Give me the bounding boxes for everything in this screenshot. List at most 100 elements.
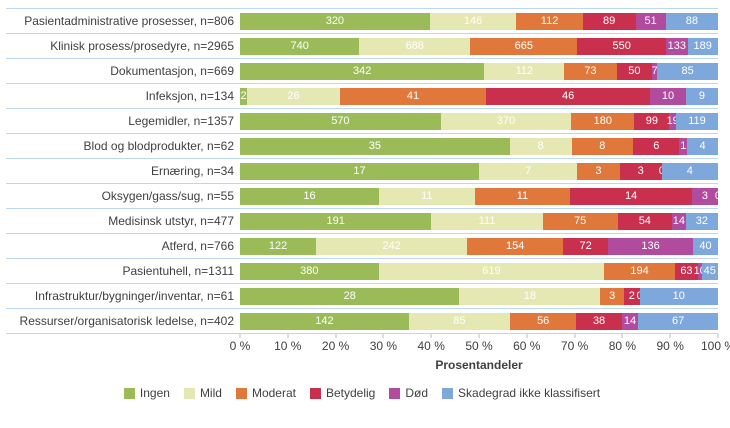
segment-value: 133: [667, 40, 686, 52]
bar-segment-ingen: 28: [240, 287, 460, 305]
legend-swatch-icon: [183, 387, 195, 399]
segment-value: 122: [268, 240, 288, 252]
x-tick-label: 30 %: [369, 339, 398, 353]
segment-value: 320: [325, 15, 345, 27]
segment-value: 28: [343, 290, 356, 302]
chart-row: Infeksjon, n=134 2 26 41 46 10 9: [6, 84, 718, 109]
bar-segment-ingen: 2: [240, 87, 248, 105]
bar-segment-skadegrad-ikke-klassifisert: 40: [693, 237, 718, 255]
x-tickmark: [335, 334, 337, 338]
x-axis-ticks: 0 % 10 % 20 % 30 % 40 % 50 % 60 % 70 % 80 % 90 % 1…: [230, 334, 730, 354]
segment-value: 154: [505, 240, 525, 252]
segment-value: 16: [303, 190, 316, 202]
segment-value: 89: [603, 15, 616, 27]
bar-segment-betydelig: 99: [634, 112, 670, 130]
chart-rows: Pasientadministrative prosesser, n=806 32…: [6, 8, 721, 334]
legend-swatch-icon: [123, 387, 135, 399]
segment-value: 3: [609, 290, 616, 302]
bar-segment-skadegrad-ikke-klassifisert: 4: [687, 137, 718, 155]
bar-segment-moderat: 75: [542, 212, 618, 230]
segment-value: 51: [644, 15, 657, 27]
bar-segment-betydelig: 2: [623, 287, 640, 305]
legend-label: Mild: [199, 386, 222, 400]
x-tick-label: 20 %: [321, 339, 350, 353]
segment-value: 3: [701, 190, 708, 202]
segment-value: 35: [368, 140, 382, 152]
bar-segment-betydelig: 46: [486, 87, 651, 105]
bar-segment-moderat: 3: [577, 162, 620, 180]
segment-value: 142: [315, 315, 334, 327]
category-label: Legemidler, n=1357: [128, 113, 234, 128]
bar-segment-d-d: 14: [671, 212, 686, 230]
bar-segment-ingen: 740: [240, 37, 360, 55]
x-axis-title: Prosentandeler: [435, 358, 523, 372]
segment-value: 342: [352, 65, 372, 77]
category-label: Klinisk prosess/prosedyre, n=2965: [50, 38, 234, 53]
legend-label: Moderat: [251, 386, 296, 400]
bar-segment-mild: 85: [408, 312, 510, 330]
legend-swatch-icon: [442, 387, 454, 399]
segment-value: 136: [641, 240, 660, 252]
stacked-bar: 1773304: [240, 162, 718, 180]
x-tick-label: 10 %: [274, 339, 302, 353]
bar-segment-d-d: 133: [666, 37, 688, 55]
bar-segment-betydelig: 89: [582, 12, 636, 30]
stacked-bar: 2 26 41 46 10 9: [240, 87, 718, 105]
bar-segment-skadegrad-ikke-klassifisert: 67: [638, 312, 718, 330]
segment-value: 740: [290, 40, 309, 52]
chart-row: Blod og blodprodukter, n=62 35 8 8 6 1 4: [6, 134, 718, 159]
stacked-bar: 320 146 112 89 51 88: [240, 12, 718, 30]
category-label: Atferd, n=766: [161, 238, 234, 253]
bar-segment-ingen: 122: [240, 237, 317, 255]
segment-value: 2: [628, 290, 635, 302]
segment-value: 191: [326, 215, 345, 227]
bar-segment-betydelig: 50: [616, 62, 653, 80]
chart-row: Legemidler, n=1357 570 370 180 99 19 119: [6, 109, 718, 134]
segment-value: 40: [699, 240, 712, 252]
legend: Ingen Mild Moderat Betydelig Død Skadegrad ik…: [6, 386, 718, 400]
bar-segment-skadegrad-ikke-klassifisert: 9: [685, 87, 718, 105]
chart-row: Oksygen/gass/sug, n=55 16 11 11 14 3 0: [6, 184, 721, 209]
chart-row: Dokumentasjon, n=669 342 112 73 50 7 85: [6, 59, 718, 84]
legend-label: Død: [405, 386, 429, 400]
legend-item: Betydelig: [309, 386, 375, 400]
bar-segment-mild: 7: [479, 162, 578, 180]
bar-segment-betydelig: 3: [619, 162, 662, 180]
category-label: Ressurser/organisatorisk ledelse, n=402: [19, 313, 234, 328]
segment-value: 550: [612, 40, 631, 52]
legend-item: Skadegrad ikke klassifisert: [442, 386, 600, 400]
bar-segment-mild: 146: [429, 12, 517, 30]
category-label: Dokumentasjon, n=669: [110, 63, 234, 78]
x-tick-label: 100 %: [700, 339, 730, 353]
x-tick-label: 80 %: [608, 339, 637, 353]
x-tickmark: [382, 334, 384, 338]
segment-value: 26: [287, 90, 300, 102]
segment-value: 111: [478, 215, 496, 227]
bar-segment-ingen: 191: [240, 212, 432, 230]
segment-value: 4: [686, 165, 693, 177]
segment-value: 46: [562, 90, 575, 102]
bar-segment-moderat: 194: [604, 262, 675, 280]
legend-swatch-icon: [389, 387, 401, 399]
category-label: Infrastruktur/bygninger/inventar, n=61: [34, 288, 234, 303]
bar-segment-d-d: 14: [621, 312, 639, 330]
segment-value: 41: [406, 90, 420, 102]
segment-value: 72: [579, 240, 592, 252]
x-tick-label: 90 %: [656, 339, 684, 353]
stacked-bar-chart: Pasientadministrative prosesser, n=806 32…: [6, 8, 730, 400]
legend-item: Mild: [183, 386, 222, 400]
bar-segment-ingen: 570: [240, 112, 441, 130]
segment-value: 50: [628, 65, 641, 77]
segment-value: 11: [421, 190, 433, 202]
chart-row: Ernæring, n=341773304: [6, 159, 718, 184]
bar-segment-d-d: 51: [635, 12, 666, 30]
segment-value: 17: [353, 165, 366, 177]
x-tickmark: [526, 334, 528, 338]
segment-value: 112: [515, 65, 534, 77]
stacked-bar: 16 11 11 14 3 0: [240, 187, 721, 205]
bar-segment-ingen: 380: [240, 262, 379, 280]
bar-segment-betydelig: 550: [577, 37, 667, 55]
stacked-bar: 122 242 154 72 136 40: [240, 237, 718, 255]
bar-segment-moderat: 11: [474, 187, 571, 205]
segment-value: 99: [645, 115, 659, 127]
